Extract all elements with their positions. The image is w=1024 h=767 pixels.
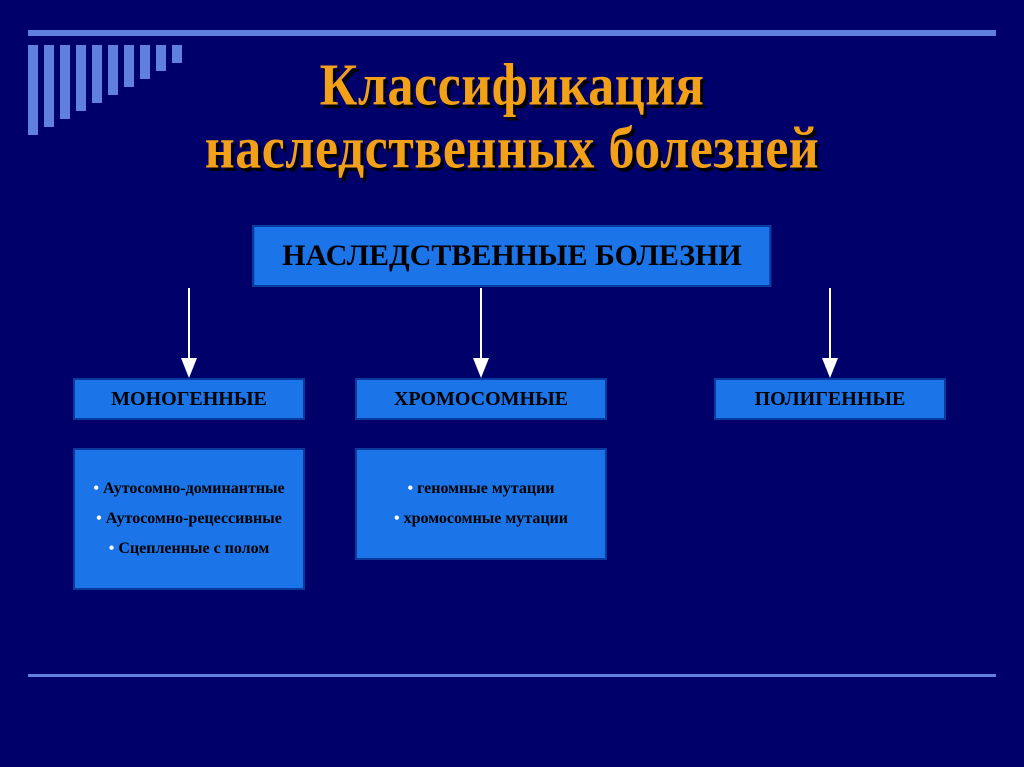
details-mono: •Аутосомно-доминантные•Аутосомно-рецесси… [73, 448, 305, 590]
detail-item: •хромосомные мутации [365, 510, 597, 528]
title-line1: Классификация [320, 53, 705, 119]
details-chrom: •геномные мутации•хромосомные мутации [355, 448, 607, 560]
detail-item: •Сцепленные с полом [83, 540, 295, 558]
detail-text: хромосомные мутации [404, 510, 568, 527]
bullet-icon: • [109, 540, 115, 557]
category-poly: ПОЛИГЕННЫЕ [714, 378, 946, 420]
title-line2: наследственных болезней [205, 115, 820, 181]
detail-item: •Аутосомно-рецессивные [83, 510, 295, 528]
bullet-icon: • [394, 510, 400, 527]
slide-title: Классификация наследственных болезней [0, 55, 1024, 181]
detail-text: Сцепленные с полом [118, 540, 269, 557]
bullet-icon: • [96, 510, 102, 527]
detail-text: Аутосомно-доминантные [103, 480, 285, 497]
detail-item: •геномные мутации [365, 480, 597, 498]
detail-text: геномные мутации [417, 480, 554, 497]
top-rule [28, 30, 996, 36]
category-chrom: ХРОМОСОМНЫЕ [355, 378, 607, 420]
bullet-icon: • [93, 480, 99, 497]
root-label: НАСЛЕДСТВЕННЫЕ БОЛЕЗНИ [282, 239, 741, 272]
root-node: НАСЛЕДСТВЕННЫЕ БОЛЕЗНИ [252, 225, 771, 287]
bottom-rule [28, 674, 996, 677]
category-mono: МОНОГЕННЫЕ [73, 378, 305, 420]
detail-item: •Аутосомно-доминантные [83, 480, 295, 498]
bullet-icon: • [408, 480, 414, 497]
detail-text: Аутосомно-рецессивные [106, 510, 282, 527]
